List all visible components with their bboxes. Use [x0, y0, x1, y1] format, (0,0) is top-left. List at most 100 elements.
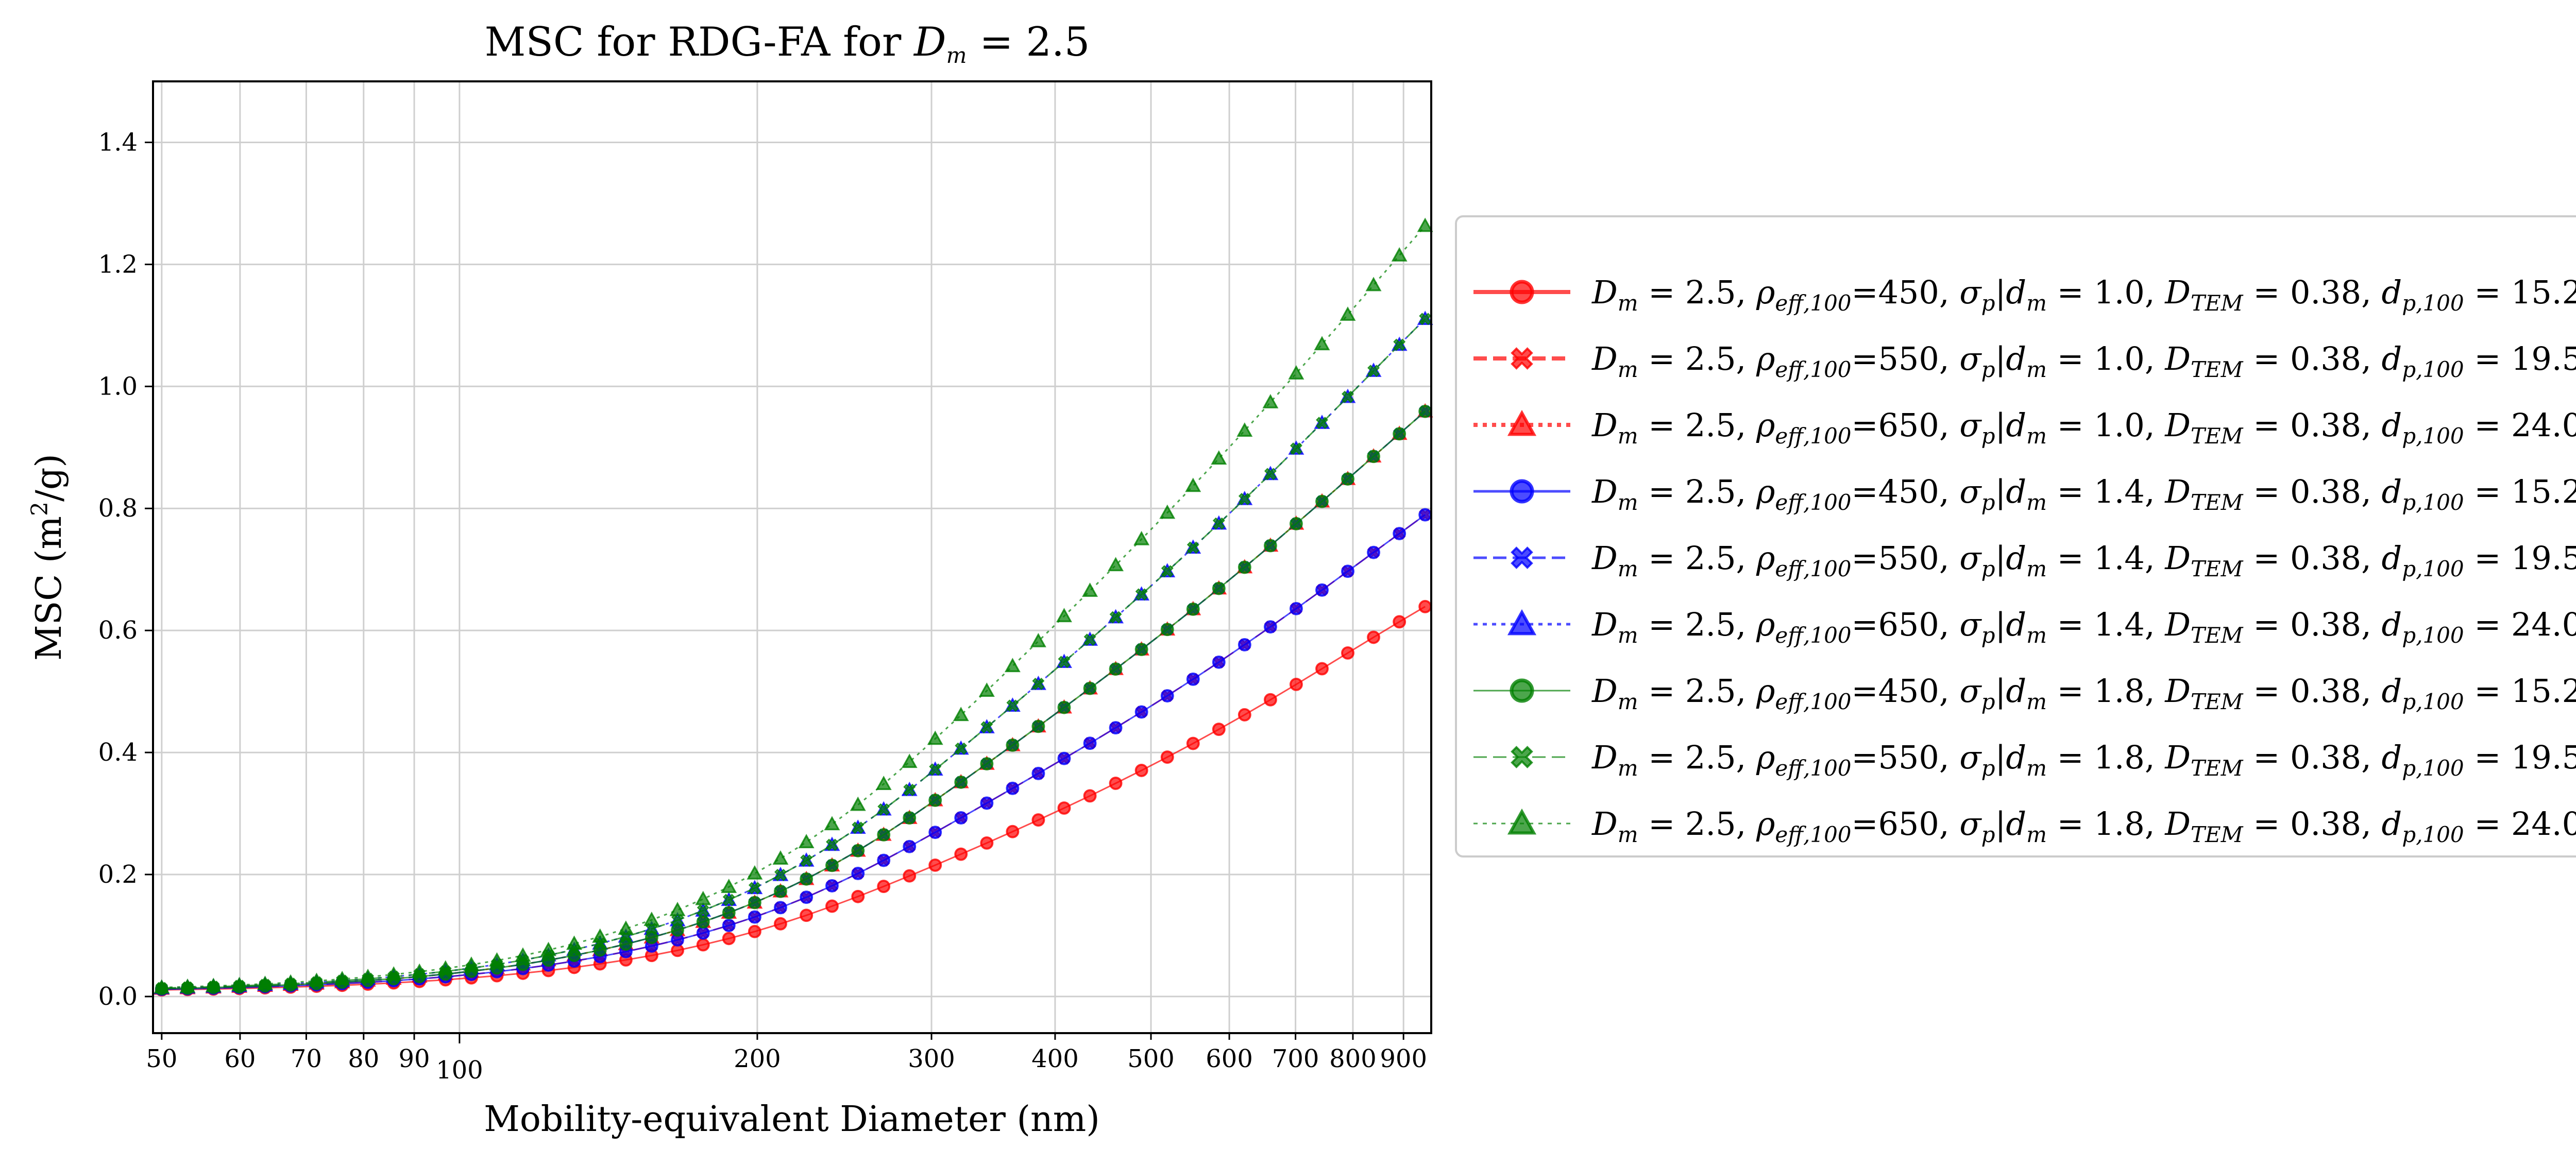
data-point: [800, 908, 814, 922]
legend-marker: [1507, 409, 1537, 436]
y-tick-label: 0.8: [98, 494, 138, 523]
legend-marker: [1511, 347, 1533, 370]
data-point: [1031, 813, 1045, 827]
x-tick-label: 60: [224, 1044, 256, 1073]
data-point: [1367, 365, 1380, 378]
legend: Dm = 2.5, ρeff,100=450, σp|dm = 1.0, DTE…: [1473, 273, 2576, 847]
data-point: [1236, 422, 1253, 437]
plot-frame: [152, 80, 1432, 1034]
data-point: [1341, 646, 1354, 660]
data-point: [927, 730, 943, 745]
data-point: [1315, 494, 1329, 508]
data-point: [1289, 602, 1303, 615]
data-point: [1314, 336, 1330, 351]
data-point: [954, 847, 968, 861]
data-point: [463, 956, 480, 971]
chart-title: MSC for RDG-FA for Dm = 2.5: [485, 19, 1090, 68]
data-point: [1340, 306, 1356, 321]
data-point: [877, 803, 890, 816]
y-tick-label: 0.2: [98, 860, 138, 889]
data-point: [1083, 736, 1097, 750]
data-point: [1134, 705, 1148, 719]
data-point: [774, 868, 787, 881]
legend-entry-5: Dm = 2.5, ρeff,100=550, σp|dm = 1.4, DTE…: [1473, 539, 2576, 581]
data-point: [774, 901, 787, 915]
data-point: [1262, 394, 1279, 408]
data-point: [1419, 313, 1432, 325]
data-point: [850, 796, 866, 811]
data-point: [928, 793, 942, 807]
y-tick-label: 1.4: [98, 128, 138, 157]
data-point: [825, 859, 839, 872]
data-point: [954, 775, 968, 789]
data-point: [928, 858, 942, 872]
data-point: [1004, 658, 1021, 673]
data-point: [515, 947, 531, 962]
legend-marker: [1507, 609, 1537, 636]
legend-marker: [1507, 808, 1537, 835]
data-point: [1187, 541, 1199, 554]
data-point: [1031, 766, 1045, 780]
grid-lines: [153, 81, 1431, 1033]
data-point: [929, 763, 942, 776]
x-tick-label: 900: [1380, 1044, 1427, 1073]
data-point: [954, 811, 968, 825]
data-point: [1393, 338, 1406, 351]
data-point: [618, 920, 634, 935]
data-point: [1058, 656, 1071, 668]
data-point: [1393, 615, 1406, 629]
legend-marker: [1511, 546, 1533, 569]
data-point: [877, 880, 891, 894]
data-point: [696, 926, 710, 940]
data-point: [1264, 468, 1277, 481]
y-axis-ticks: 0.0 0.2 0.4 0.6 0.8 1.0 1.2 1.4: [98, 128, 153, 1011]
data-point: [385, 966, 402, 981]
y-tick-label: 0.0: [98, 982, 138, 1011]
x-tick-label: 600: [1206, 1044, 1253, 1073]
y-tick-label: 0.6: [98, 616, 138, 645]
data-point: [748, 896, 761, 910]
data-point: [721, 879, 737, 893]
data-point: [798, 834, 815, 848]
data-point: [980, 836, 994, 850]
data-point: [1238, 492, 1251, 505]
data-point: [1238, 708, 1251, 722]
data-point: [1160, 750, 1174, 764]
data-point: [1135, 588, 1148, 601]
data-point: [205, 978, 222, 992]
x-tick-label: 700: [1272, 1044, 1319, 1073]
data-point: [1341, 564, 1354, 578]
legend-label: Dm = 2.5, ρeff,100=650, σp|dm = 1.4, DTE…: [1591, 606, 2576, 648]
data-point: [1006, 781, 1020, 795]
x-tick-label: 200: [734, 1044, 781, 1073]
data-point: [643, 912, 660, 926]
data-point: [953, 707, 969, 722]
data-point: [851, 844, 865, 858]
data-point: [696, 938, 710, 952]
data-point: [903, 811, 917, 825]
legend-label: Dm = 2.5, ρeff,100=450, σp|dm = 1.4, DTE…: [1591, 473, 2576, 515]
data-point: [980, 796, 994, 810]
legend-entry-8: Dm = 2.5, ρeff,100=550, σp|dm = 1.8, DTE…: [1473, 739, 2576, 781]
data-point: [1238, 638, 1251, 651]
data-point: [1109, 721, 1123, 735]
legend-label: Dm = 2.5, ρeff,100=550, σp|dm = 1.4, DTE…: [1591, 539, 2576, 581]
data-point: [875, 776, 892, 790]
data-point: [1083, 633, 1096, 646]
legend-box: [1455, 215, 2576, 858]
data-point: [980, 757, 994, 770]
data-point: [825, 879, 839, 893]
data-point: [1367, 450, 1380, 464]
legend-entry-4: Dm = 2.5, ρeff,100=450, σp|dm = 1.4, DTE…: [1473, 473, 2576, 515]
data-point: [1315, 662, 1329, 676]
y-axis-label: MSC (m2/g): [27, 454, 70, 661]
data-point: [1417, 217, 1433, 232]
data-point: [1185, 477, 1201, 492]
data-point: [1238, 560, 1251, 574]
legend-label: Dm = 2.5, ρeff,100=550, σp|dm = 1.8, DTE…: [1591, 739, 2576, 781]
data-point: [1109, 776, 1123, 790]
x-tick-label: 100: [436, 1056, 483, 1085]
data-point: [1161, 565, 1174, 578]
x-axis-label: Mobility-equivalent Diameter (nm): [484, 1099, 1100, 1140]
legend-marker: [1511, 746, 1533, 768]
